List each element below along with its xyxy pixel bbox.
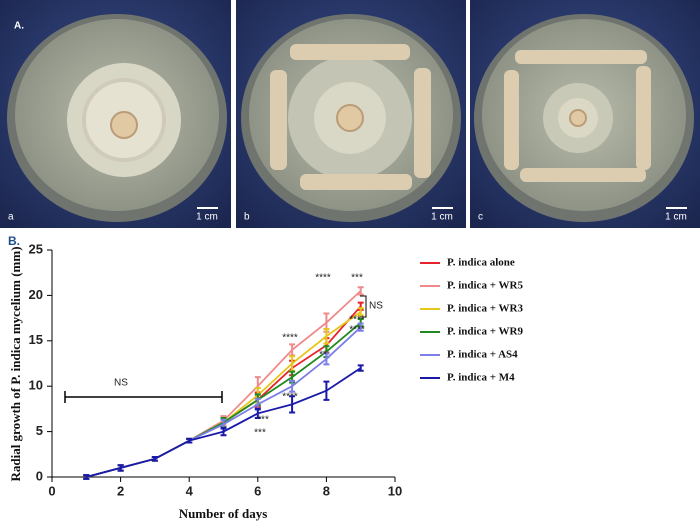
ns-bracket	[360, 295, 367, 318]
error-bar	[357, 364, 364, 372]
error-bar	[323, 352, 330, 366]
error-bar	[357, 307, 364, 317]
x-tick-label: 8	[323, 483, 330, 498]
y-tick-label: 0	[36, 468, 43, 483]
y-tick-label: 25	[29, 241, 43, 256]
annotation: NS	[114, 378, 128, 389]
x-tick-label: 2	[117, 483, 124, 498]
annotation: **	[319, 350, 327, 361]
panel-label: B.	[8, 234, 20, 248]
error-bar	[151, 456, 158, 462]
panel-label: A.	[14, 21, 24, 32]
y-tick-label: 5	[36, 423, 43, 438]
y-tick-label: 15	[29, 332, 43, 347]
error-bar	[83, 474, 90, 480]
y-axis-label: Radial growth of P. indica mycelium (mm)	[8, 246, 23, 481]
legend-label: P. indica + WR5	[447, 280, 523, 292]
legend-label: P. indica + WR9	[447, 326, 523, 338]
annotation: ****	[282, 392, 298, 403]
legend-label: P. indica + WR3	[447, 303, 523, 315]
error-bar	[323, 327, 330, 345]
annotation: ****	[349, 325, 365, 336]
error-bar	[357, 286, 364, 296]
scale-label: 1 cm	[196, 212, 218, 223]
y-tick-label: 10	[29, 378, 43, 393]
x-axis-label: Number of days	[179, 506, 268, 521]
annotation: ****	[315, 273, 331, 284]
annotation: NS	[369, 301, 383, 312]
series-line	[86, 321, 362, 478]
x-tick-label: 0	[48, 483, 55, 498]
scale-label: 1 cm	[665, 212, 687, 223]
annotation: ***	[257, 415, 269, 426]
y-tick-label: 20	[29, 287, 43, 302]
photo-label: c	[478, 212, 483, 223]
x-tick-label: 10	[388, 483, 402, 498]
x-tick-label: 6	[254, 483, 261, 498]
error-bar	[289, 343, 296, 357]
scale-label: 1 cm	[431, 212, 453, 223]
x-tick-label: 4	[186, 483, 194, 498]
annotation: ****	[349, 315, 365, 326]
error-bar	[186, 437, 193, 444]
legend-label: P. indica alone	[447, 257, 515, 269]
photo-c	[470, 0, 700, 228]
legend-label: P. indica + M4	[447, 372, 515, 384]
photo-a	[0, 0, 231, 228]
annotation: ****	[282, 333, 298, 344]
photo-b	[236, 0, 466, 228]
series-line	[86, 305, 362, 478]
photo-label: a	[8, 212, 14, 223]
annotation: ***	[351, 273, 363, 284]
annotation: ***	[254, 428, 266, 439]
error-bar	[357, 322, 364, 332]
error-bar	[289, 379, 296, 393]
error-bar	[117, 464, 124, 472]
error-bar	[289, 395, 296, 414]
photo-label: b	[244, 212, 250, 223]
legend-label: P. indica + AS4	[447, 349, 518, 361]
error-bar	[289, 355, 296, 372]
error-bar	[323, 380, 330, 401]
error-bar	[220, 426, 227, 437]
error-bar	[254, 407, 261, 419]
